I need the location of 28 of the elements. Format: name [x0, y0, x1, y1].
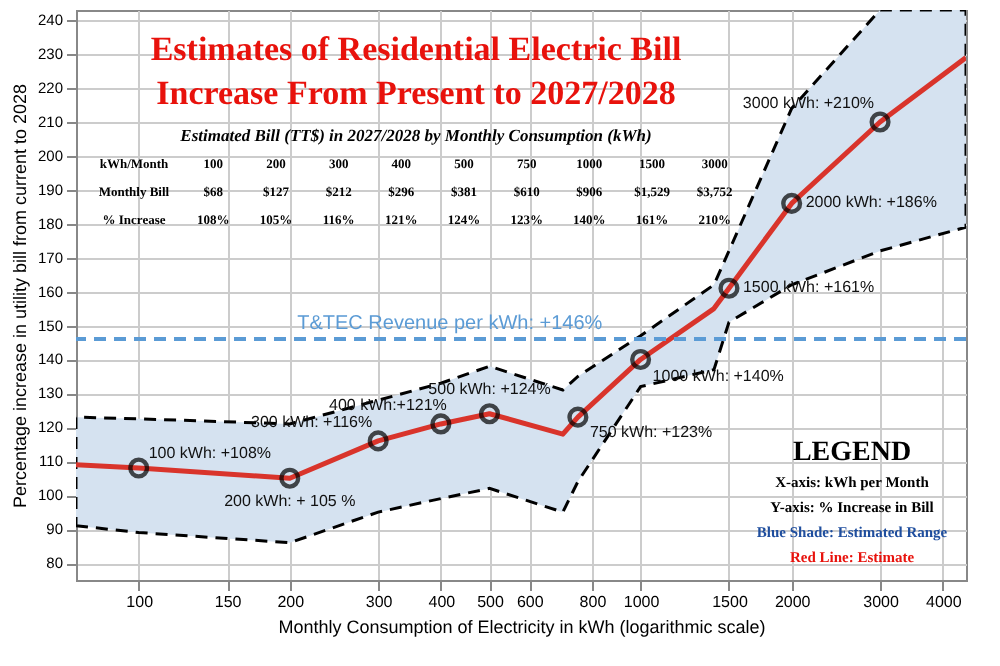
- x-tick-label: 3000: [863, 593, 900, 611]
- annotation: 3000 kWh: +210%: [742, 93, 875, 112]
- x-tick-label: 200: [277, 593, 306, 611]
- x-tick-label: 600: [516, 593, 545, 611]
- annotation: LEGEND: [792, 438, 912, 468]
- annotation: 1000 kWh: +140%: [652, 367, 784, 386]
- annotation: 750 kWh: +123%: [589, 423, 713, 442]
- annotation: 1500 kWh: +161%: [742, 278, 875, 297]
- annotation: 400 kWh:+121%: [329, 395, 447, 414]
- x-tick-label: 800: [579, 593, 608, 611]
- x-tick-label: 500: [477, 593, 505, 611]
- x-axis-title: Monthly Consumption of Electricity in kWh (logarithmic scale): [278, 617, 766, 637]
- x-tick-label: 100: [126, 593, 155, 611]
- x-tick-label: 400: [428, 593, 457, 611]
- y-axis-title: Percentage increase in utility bill from current to 2028: [9, 83, 30, 509]
- text: Estimates of Residential Electric Bill Increase From Present to 2027/2028: [150, 30, 682, 112]
- x-tick-label: 1500: [712, 593, 749, 611]
- annotation: 500 kWh: +124%: [428, 379, 551, 398]
- annotation: 2000 kWh: +186%: [805, 193, 937, 212]
- annotation: 200 kWh: + 105 %: [224, 492, 356, 511]
- text: Estimated Bill (TT$) in 2027/2028 by Monthly Consumption (kWh): [178, 125, 652, 145]
- ref-line-label: T&TEC Revenue per kWh: +146%: [297, 313, 603, 336]
- x-tick-label: 300: [365, 593, 394, 611]
- annotation: 100 kWh: +108%: [148, 444, 272, 463]
- x-tick-label: 2000: [774, 593, 812, 611]
- x-tick-label: 4000: [925, 593, 963, 611]
- x-tick-label: 1000: [623, 593, 661, 611]
- x-tick-label: 150: [214, 593, 243, 611]
